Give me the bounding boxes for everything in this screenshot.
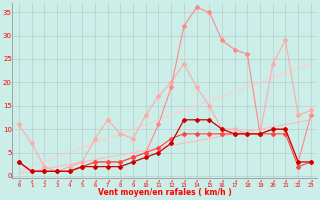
X-axis label: Vent moyen/en rafales ( km/h ): Vent moyen/en rafales ( km/h ) xyxy=(98,188,232,197)
